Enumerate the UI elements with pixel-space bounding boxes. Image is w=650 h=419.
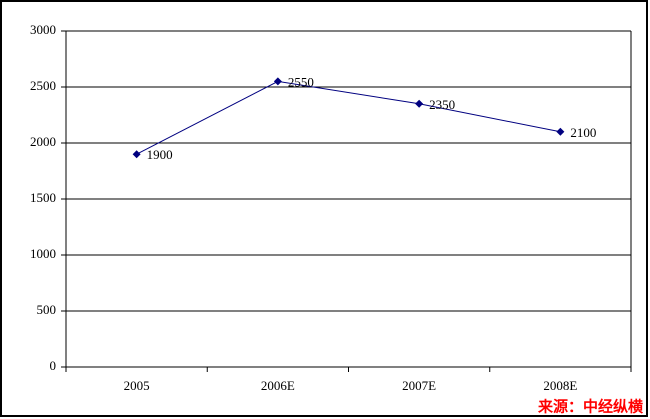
x-tick-label: 2005 [124,378,150,393]
point-marker [415,99,424,108]
data-label: 2100 [570,125,596,140]
y-tick-label: 0 [50,358,57,373]
point-marker [132,150,141,159]
source-note: 来源：中经纵横 [537,398,644,416]
series-line [136,80,561,155]
x-tick-label: 2006E [261,378,295,393]
data-label: 1900 [147,147,173,162]
data-label: 2550 [288,74,314,89]
y-tick-label: 3000 [30,22,56,37]
data-label: 2350 [429,97,455,112]
y-tick-label: 1500 [30,190,56,205]
y-tick-label: 500 [37,302,57,317]
x-tick-label: 2008E [543,378,577,393]
y-tick-label: 2500 [30,78,56,93]
y-tick-label: 1000 [30,246,56,261]
point-marker [273,77,282,86]
x-tick-label: 2007E [402,378,436,393]
point-marker [556,127,565,136]
y-tick-label: 2000 [30,134,56,149]
